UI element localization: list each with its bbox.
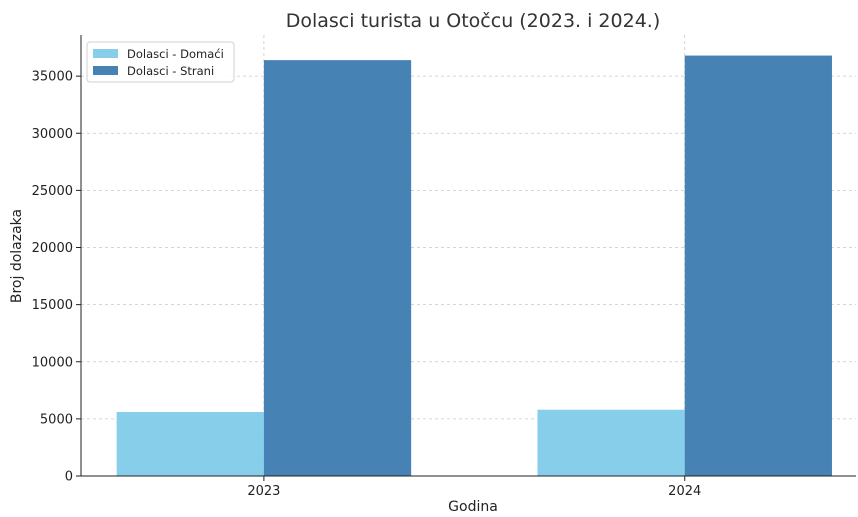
- x-axis-title: Godina: [448, 499, 498, 515]
- legend-label: Dolasci - Strani: [127, 64, 214, 78]
- chart-title: Dolasci turista u Otočcu (2023. i 2024.): [286, 10, 661, 32]
- y-tick-label: 30000: [32, 127, 73, 142]
- axes: [76, 35, 856, 481]
- y-tick-label: 10000: [32, 355, 73, 370]
- bar: [116, 412, 264, 476]
- legend-label: Dolasci - Domaći: [127, 47, 224, 61]
- x-tick-label: 2024: [668, 484, 701, 499]
- tick-labels: 0 5000 10000 15000 20000 25000 30000 35000 2023 2…: [32, 70, 702, 499]
- y-tick-label: 20000: [32, 241, 73, 256]
- bars: [116, 55, 832, 477]
- y-tick-label: 15000: [32, 298, 73, 313]
- bar: [684, 55, 832, 477]
- legend-swatch: [93, 66, 118, 75]
- x-tick-label: 2023: [247, 484, 280, 499]
- y-tick-label: 0: [65, 470, 73, 485]
- y-axis-title: Broj dolazaka: [9, 209, 25, 303]
- bar: [263, 60, 412, 477]
- legend-box: [86, 41, 235, 83]
- legend-swatch: [93, 49, 118, 58]
- y-tick-label: 25000: [32, 184, 73, 199]
- bar: [537, 409, 685, 476]
- y-tick-label: 5000: [40, 412, 73, 427]
- legend: Dolasci - Domaći Dolasci - Strani: [86, 41, 235, 83]
- y-tick-label: 35000: [32, 70, 73, 85]
